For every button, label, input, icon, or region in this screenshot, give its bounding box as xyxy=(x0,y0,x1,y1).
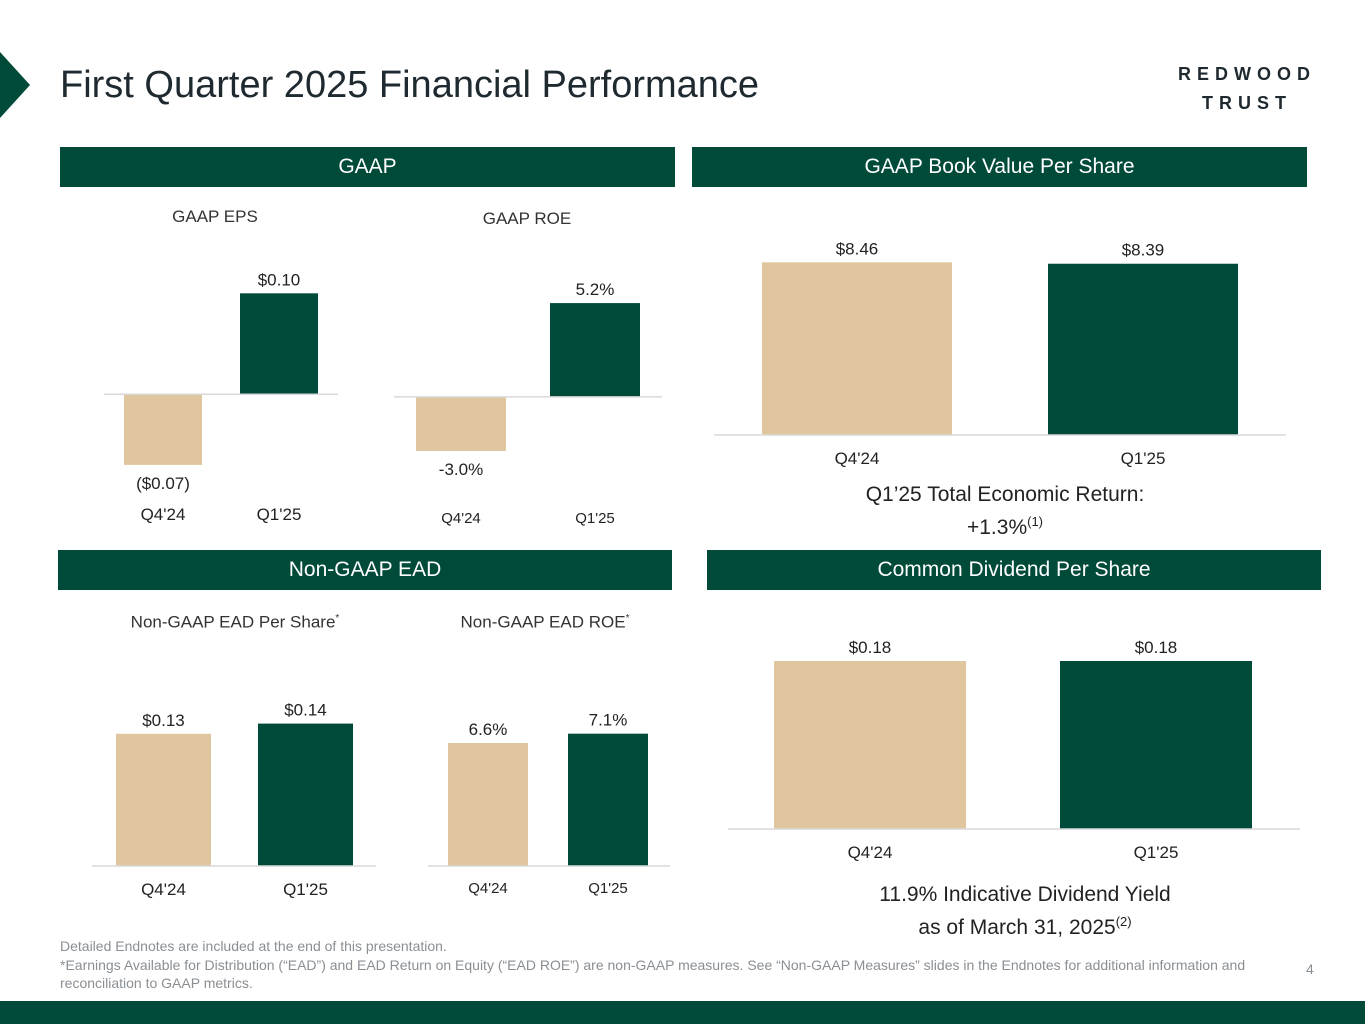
category-label-div-1: Q1'25 xyxy=(1134,843,1179,862)
ead-per-share-title-text: Non-GAAP EAD Per Share xyxy=(130,612,336,632)
dividend-yield-line-1: 11.9% Indicative Dividend Yield xyxy=(879,883,1171,906)
logo-line-1: REDWOOD xyxy=(1178,64,1316,84)
bar-eadroe-1 xyxy=(568,733,648,866)
category-label-roe-0: Q4'24 xyxy=(441,510,481,527)
data-label-div-0: $0.18 xyxy=(849,638,892,657)
ead-roe-chart: 6.6% Q4'24 7.1% Q1'25 xyxy=(428,711,670,897)
ead-per-share-chart: $0.13 Q4'24 $0.14 Q1'25 xyxy=(92,701,376,899)
category-label-ead-1: Q1'25 xyxy=(283,880,328,899)
bottom-bar xyxy=(0,1001,1365,1024)
category-label-eps-1: Q1'25 xyxy=(257,505,302,524)
data-label-eadroe-0: 6.6% xyxy=(469,720,508,739)
dividend-banner: Common Dividend Per Share xyxy=(707,550,1321,590)
bar-eps-1 xyxy=(240,293,318,395)
dividend-yield-line-2: as of March 31, 2025(2) xyxy=(825,908,1225,941)
total-return-line-2: +1.3%(1) xyxy=(820,508,1190,541)
category-label-eadroe-1: Q1'25 xyxy=(588,880,628,897)
category-label-ead-0: Q4'24 xyxy=(141,880,186,899)
category-label-roe-1: Q1'25 xyxy=(575,510,615,527)
dividend-yield-note: 11.9% Indicative Dividend Yield as of Ma… xyxy=(825,881,1225,941)
gaap-banner: GAAP xyxy=(60,147,675,187)
data-label-eps-1: $0.10 xyxy=(258,270,301,289)
page-number: 4 xyxy=(1306,961,1314,977)
bar-eadroe-0 xyxy=(448,743,528,866)
ead-roe-title-text: Non-GAAP EAD ROE xyxy=(460,612,626,632)
data-label-ead-1: $0.14 xyxy=(284,701,327,720)
bar-ead-0 xyxy=(116,733,211,866)
bar-bv-1 xyxy=(1048,263,1238,435)
bar-div-1 xyxy=(1060,661,1252,829)
total-return-ref: (1) xyxy=(1027,514,1044,529)
page-title: First Quarter 2025 Financial Performance xyxy=(60,64,760,106)
category-label-bv-1: Q1'25 xyxy=(1121,449,1166,468)
category-label-div-0: Q4'24 xyxy=(848,843,893,862)
gaap-eps-chart: ($0.07) Q4'24 $0.10 Q1'25 xyxy=(104,270,338,524)
title-accent-arrow xyxy=(0,52,30,118)
total-return-value: +1.3% xyxy=(966,516,1028,539)
data-label-bv-0: $8.46 xyxy=(836,239,879,258)
redwood-trust-logo: REDWOOD TRUST xyxy=(1172,60,1322,118)
bar-roe-1 xyxy=(550,303,640,397)
category-label-eps-0: Q4'24 xyxy=(141,505,186,524)
gaap-roe-chart: -3.0% Q4'24 5.2% Q1'25 xyxy=(394,280,662,527)
dividend-chart: $0.18 Q4'24 $0.18 Q1'25 xyxy=(728,638,1300,862)
ead-per-share-chart-title: Non-GAAP EAD Per Share* xyxy=(130,608,340,634)
bar-div-0 xyxy=(774,661,966,829)
eps-chart-title: GAAP EPS xyxy=(172,207,258,226)
ead-roe-chart-title: Non-GAAP EAD ROE* xyxy=(430,608,660,634)
book-value-chart: $8.46 Q4'24 $8.39 Q1'25 xyxy=(714,239,1286,468)
category-label-eadroe-0: Q4'24 xyxy=(468,880,508,897)
ead-roe-asterisk: * xyxy=(625,613,630,624)
ead-banner: Non-GAAP EAD xyxy=(58,550,672,590)
total-return-line-1: Q1’25 Total Economic Return: xyxy=(865,483,1145,506)
ead-per-share-asterisk: * xyxy=(335,613,340,624)
data-label-eadroe-1: 7.1% xyxy=(589,711,628,730)
data-label-eps-0: ($0.07) xyxy=(136,474,190,493)
data-label-bv-1: $8.39 xyxy=(1122,241,1165,260)
total-economic-return-note: Q1’25 Total Economic Return: +1.3%(1) xyxy=(820,481,1190,541)
data-label-div-1: $0.18 xyxy=(1135,638,1178,657)
data-label-ead-0: $0.13 xyxy=(142,711,185,730)
endnote-line: Detailed Endnotes are included at the en… xyxy=(60,938,447,954)
dividend-yield-date: as of March 31, 2025 xyxy=(918,916,1116,939)
category-label-bv-0: Q4'24 xyxy=(835,449,880,468)
book-value-banner: GAAP Book Value Per Share xyxy=(692,147,1307,187)
roe-chart-title: GAAP ROE xyxy=(482,209,572,228)
bar-eps-0 xyxy=(124,394,202,465)
endnote-line: *Earnings Available for Distribution (“E… xyxy=(60,956,1246,992)
bar-roe-0 xyxy=(416,396,506,451)
bar-bv-0 xyxy=(762,262,952,435)
bar-ead-1 xyxy=(258,723,353,866)
data-label-roe-1: 5.2% xyxy=(576,280,615,299)
endnotes: Detailed Endnotes are included at the en… xyxy=(60,937,1260,993)
data-label-roe-0: -3.0% xyxy=(439,460,483,479)
dividend-yield-ref: (2) xyxy=(1115,914,1132,929)
logo-line-2: TRUST xyxy=(1202,93,1292,113)
